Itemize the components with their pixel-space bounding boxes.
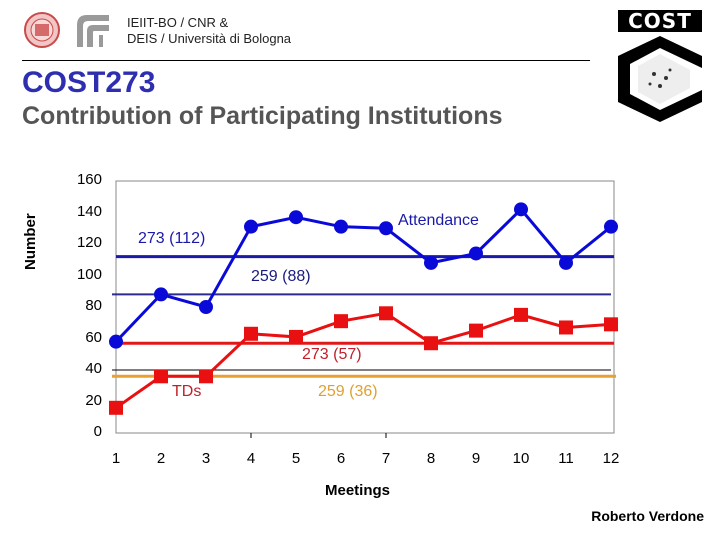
page-subtitle: Contribution of Participating Institutio…: [22, 102, 503, 130]
y-tick-label: 100: [76, 265, 102, 283]
data-point: [379, 306, 393, 321]
data-point: [154, 369, 168, 384]
y-tick-label: 20: [85, 391, 102, 409]
y-tick-label: 120: [76, 234, 102, 251]
data-point: [199, 369, 213, 384]
data-point: [424, 336, 438, 351]
data-point: [379, 221, 393, 236]
y-tick-label: 0: [93, 423, 102, 440]
data-point: [514, 307, 528, 322]
ref-label-tds-273: 273 (57): [302, 346, 362, 363]
x-tick-label: 12: [602, 450, 620, 467]
x-axis-label: Meetings: [325, 482, 391, 499]
ref-label-attendance-273: 273 (112): [138, 230, 206, 247]
cost-logo-icon: COST: [616, 10, 704, 124]
data-point: [289, 210, 303, 225]
data-point: [289, 329, 303, 344]
y-tick-label: 40: [85, 360, 102, 377]
data-point: [559, 320, 573, 335]
y-axis-label: Number: [22, 213, 39, 270]
x-tick-label: 1: [111, 450, 121, 467]
institution-line-1: IEIIT-BO / CNR &: [127, 15, 229, 30]
data-point: [154, 287, 168, 302]
data-point: [199, 300, 213, 314]
x-tick-label: 3: [201, 450, 211, 467]
x-tick-label: 4: [246, 450, 256, 467]
data-point: [244, 219, 258, 234]
x-tick-label: 9: [471, 450, 481, 467]
author-name: Roberto Verdone: [591, 508, 704, 524]
x-tick-label: 10: [512, 450, 530, 467]
y-tick-label: 140: [76, 202, 102, 220]
data-point: [109, 334, 123, 349]
data-point: [109, 400, 123, 415]
x-tick-label: 6: [336, 450, 346, 467]
attendance-series-label: Attendance: [398, 212, 479, 229]
x-tick-label: 11: [558, 450, 574, 467]
page-title: COST273: [22, 66, 156, 99]
data-point: [559, 255, 573, 270]
x-tick-label: 8: [426, 450, 436, 467]
data-point: [334, 219, 348, 234]
y-tick-label: 80: [85, 297, 102, 314]
data-point: [334, 314, 348, 329]
data-point: [604, 317, 618, 332]
data-point: [424, 255, 438, 270]
cnr-logo-icon: [77, 15, 109, 47]
tds-line: [115, 311, 612, 410]
data-point: [604, 219, 618, 234]
data-point: [244, 326, 258, 341]
university-of-bologna-seal-icon: [24, 12, 60, 48]
plot-area: [115, 180, 615, 434]
y-tick-label: 160: [76, 171, 102, 188]
attendance-line: [114, 207, 612, 343]
ref-label-tds-259: 259 (36): [318, 383, 378, 400]
y-tick-label: 60: [85, 328, 102, 346]
data-point: [469, 323, 483, 338]
x-tick-label: 2: [156, 450, 166, 467]
x-tick-label: 5: [291, 450, 301, 467]
ref-label-attendance-259: 259 (88): [251, 268, 311, 285]
tds-series-label: TDs: [172, 383, 202, 400]
institution-line-2: DEIS / Università di Bologna: [127, 31, 292, 46]
header-divider: [22, 60, 590, 61]
x-tick-label: 7: [381, 450, 391, 467]
data-point: [469, 246, 483, 261]
data-point: [514, 202, 528, 217]
